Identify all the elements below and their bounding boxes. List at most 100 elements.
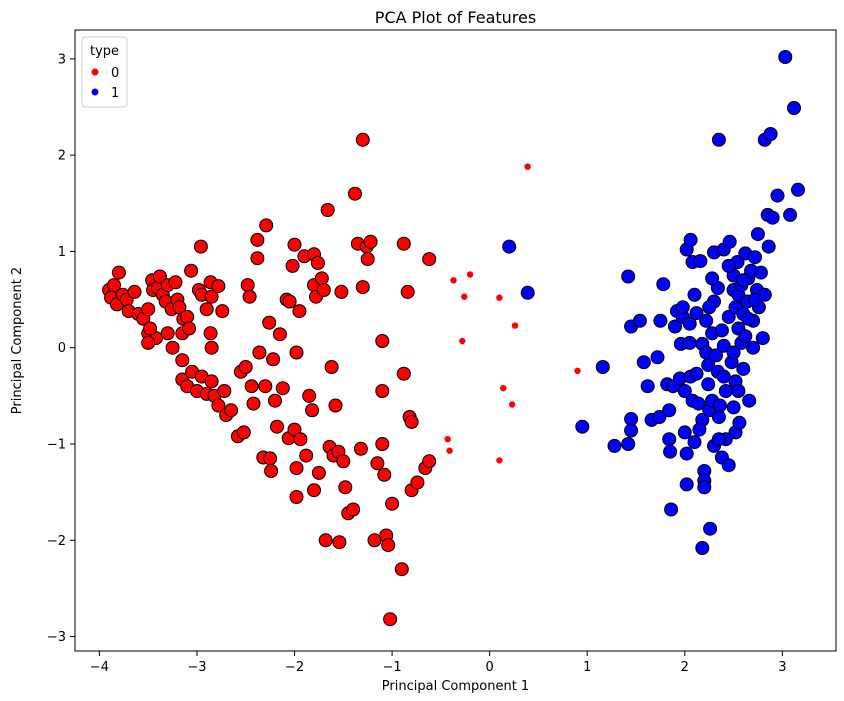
data-point-type-0-large-89 <box>293 432 308 447</box>
data-point-type-0-large-96 <box>307 483 321 498</box>
data-point-type-1-large-115 <box>791 182 805 197</box>
data-point-type-0-large-2 <box>111 265 126 280</box>
y-tick-label-0: −3 <box>47 630 66 645</box>
data-point-type-0-large-102 <box>318 533 333 548</box>
data-point-type-1-large-29 <box>677 384 692 398</box>
data-point-type-1-large-8 <box>624 423 639 438</box>
data-point-type-0-large-15 <box>152 269 167 284</box>
data-point-type-0-large-126 <box>375 334 390 348</box>
legend-marker-0 <box>91 68 99 76</box>
data-point-type-0-small-9 <box>508 401 516 408</box>
data-point-type-1-large-70 <box>716 338 731 353</box>
data-point-type-0-large-40 <box>211 279 226 294</box>
data-point-type-0-large-111 <box>336 454 351 469</box>
data-point-type-0-large-61 <box>240 278 255 293</box>
data-point-type-0-large-132 <box>385 496 400 511</box>
data-point-type-0-large-37 <box>199 302 214 317</box>
data-point-type-0-large-65 <box>250 232 265 247</box>
x-tick-label-4: 0 <box>486 660 494 675</box>
data-point-type-0-large-72 <box>263 451 278 466</box>
data-point-type-0-large-63 <box>244 379 259 394</box>
y-tick-label-4: 1 <box>58 245 66 260</box>
data-point-type-1-large-104 <box>753 265 768 280</box>
legend-label-1: 1 <box>111 86 119 101</box>
data-point-type-1-large-11 <box>636 355 651 370</box>
data-point-type-0-large-127 <box>375 437 390 451</box>
data-point-type-0-large-134 <box>396 366 411 381</box>
data-point-type-0-large-43 <box>204 340 219 355</box>
data-point-type-0-large-51 <box>204 374 219 389</box>
data-point-type-0-large-78 <box>275 381 290 396</box>
data-point-type-1-large-87 <box>732 415 747 430</box>
legend: type 0 1 <box>81 36 128 108</box>
legend-title: type <box>90 44 119 59</box>
data-point-type-0-small-3 <box>461 293 468 300</box>
data-point-type-0-small-2 <box>450 277 457 284</box>
data-point-type-0-large-62 <box>242 289 257 304</box>
data-point-type-0-large-135 <box>396 236 411 251</box>
data-point-type-1-large-2 <box>575 419 590 434</box>
data-point-type-0-large-54 <box>217 384 232 398</box>
data-point-type-0-small-1 <box>466 271 474 278</box>
data-point-type-1-large-24 <box>668 319 682 334</box>
data-point-type-0-large-33 <box>182 321 197 336</box>
data-point-type-1-large-110 <box>765 210 780 225</box>
data-point-type-1-large-22 <box>664 502 679 517</box>
data-point-type-0-large-98 <box>310 256 325 270</box>
y-tick-label-3: 0 <box>58 341 66 356</box>
data-point-type-1-large-108 <box>761 239 776 254</box>
data-point-type-1-large-41 <box>689 366 704 381</box>
data-point-type-1-large-16 <box>653 313 668 328</box>
data-point-type-1-large-39 <box>687 435 702 450</box>
data-point-type-1-large-99 <box>746 340 761 355</box>
data-point-type-0-large-130 <box>381 538 396 553</box>
data-point-type-0-large-28 <box>160 326 175 341</box>
data-point-type-1-large-117 <box>741 311 756 326</box>
data-point-type-1-large-123 <box>711 432 726 447</box>
data-point-type-0-small-8 <box>500 385 507 392</box>
data-point-type-1-large-61 <box>709 348 723 363</box>
data-point-type-1-large-19 <box>662 403 677 418</box>
data-point-type-0-large-70 <box>259 218 274 233</box>
x-tick-label-1: −3 <box>187 660 206 675</box>
y-axis-label: Principal Component 2 <box>10 267 25 414</box>
x-tick-label-2: −2 <box>285 660 304 675</box>
data-point-type-0-small-4 <box>496 294 503 301</box>
data-point-type-0-small-5 <box>511 322 519 329</box>
data-point-type-0-large-123 <box>367 533 382 548</box>
chart-title: PCA Plot of Features <box>375 8 536 27</box>
data-point-type-1-large-6 <box>621 269 636 284</box>
x-tick-label-0: −4 <box>90 660 109 675</box>
data-point-type-1-large-75 <box>722 234 737 249</box>
data-point-type-1-large-71 <box>718 384 733 398</box>
data-point-type-0-large-91 <box>299 448 314 463</box>
data-point-type-0-large-58 <box>236 425 251 440</box>
data-point-type-0-large-60 <box>238 360 253 374</box>
data-point-type-1-large-100 <box>748 250 762 265</box>
data-point-type-0-large-66 <box>250 251 265 266</box>
data-point-type-0-small-11 <box>446 447 453 454</box>
data-point-type-1-large-10 <box>632 313 647 328</box>
data-point-type-1-large-111 <box>770 188 785 203</box>
data-point-type-1-large-67 <box>714 323 729 338</box>
y-tick-label-1: −2 <box>47 534 66 549</box>
data-point-type-1-large-126 <box>682 335 697 350</box>
data-point-type-1-large-105 <box>755 331 770 346</box>
data-point-type-0-large-114 <box>346 502 361 517</box>
data-point-type-0-large-74 <box>266 352 281 367</box>
data-point-type-1-large-52 <box>701 358 716 373</box>
data-point-type-0-large-87 <box>289 490 304 504</box>
data-point-type-0-large-119 <box>355 280 370 295</box>
data-point-type-0-large-131 <box>383 612 398 627</box>
data-point-type-0-large-100 <box>314 271 329 286</box>
data-point-type-1-large-122 <box>692 422 707 437</box>
data-point-type-1-large-129 <box>748 292 762 307</box>
x-axis-ticks: −4 −3 −2 −1 0 1 2 3 <box>90 651 786 675</box>
data-point-type-1-large-128 <box>736 273 751 288</box>
data-point-type-1-large-118 <box>721 258 736 273</box>
data-point-type-1-large-102 <box>750 227 765 242</box>
data-point-type-1-large-43 <box>693 254 708 269</box>
data-point-type-0-large-128 <box>377 467 392 482</box>
data-point-type-0-large-42 <box>203 326 218 341</box>
